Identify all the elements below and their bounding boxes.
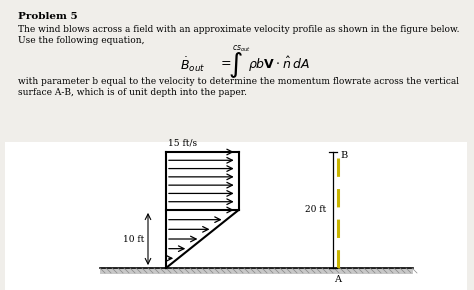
Text: 10 ft: 10 ft [123,235,144,244]
Text: B: B [341,151,348,160]
Text: 20 ft: 20 ft [305,206,327,215]
Text: Use the following equation,: Use the following equation, [18,36,145,45]
Text: $cs_{out}$: $cs_{out}$ [232,44,251,55]
FancyBboxPatch shape [5,5,467,150]
Text: $\dot{B}_{out}$: $\dot{B}_{out}$ [180,55,205,74]
Text: 15 ft/s: 15 ft/s [168,139,197,148]
Text: A: A [334,275,341,284]
FancyBboxPatch shape [100,268,413,274]
Text: $\rho b\mathbf{V} \cdot \hat{n}\, dA$: $\rho b\mathbf{V} \cdot \hat{n}\, dA$ [248,55,310,74]
Text: $\int$: $\int$ [228,50,243,80]
FancyBboxPatch shape [5,142,467,290]
Text: The wind blows across a field with an approximate velocity profile as shown in t: The wind blows across a field with an ap… [18,25,459,34]
Text: with parameter b equal to the velocity to determine the momentum flowrate across: with parameter b equal to the velocity t… [18,77,459,86]
Text: $=$: $=$ [218,55,232,68]
Text: Problem 5: Problem 5 [18,12,78,21]
Text: surface A-B, which is of unit depth into the paper.: surface A-B, which is of unit depth into… [18,88,247,97]
